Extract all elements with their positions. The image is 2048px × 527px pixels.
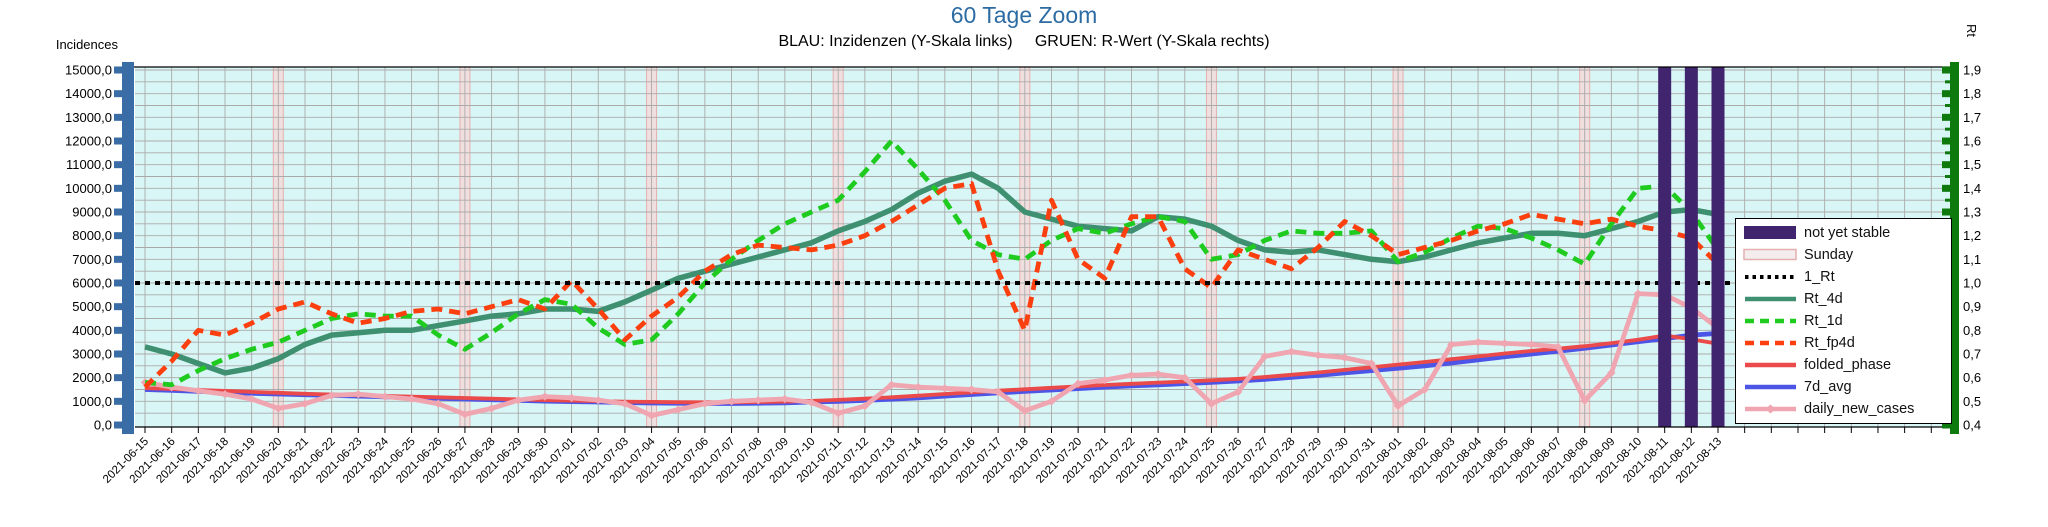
legend-sample-dashed-icon: [1745, 340, 1796, 346]
page-title: 60 Tage Zoom: [950, 2, 1098, 28]
series-Rt_1d: [144, 138, 1720, 388]
y-left-tick-label: 0,0: [94, 418, 112, 433]
y-axis-left: 15000,0 14000,0 13000,0 12000,0 11000,0 10000…: [65, 62, 134, 434]
y-right-tick-label: 1,2: [1963, 228, 1981, 243]
y-right-tick-label: 0,7: [1963, 347, 1981, 362]
legend-item-folded_phase: folded_phase: [1742, 355, 1951, 375]
legend-label: folded_phase: [1804, 357, 1892, 373]
y-right-tick-label: 1,3: [1963, 205, 1981, 220]
legend: not yet stable Sunday 1_Rt Rt_4d Rt_1d Rt_fp4…: [1735, 218, 1952, 424]
legend-label: Rt_fp4d: [1804, 335, 1855, 351]
y-right-tick-label: 1,9: [1963, 63, 1981, 78]
y-left-tick-label: 8000,0: [72, 228, 112, 243]
y-right-tick-label: 0,9: [1963, 299, 1981, 314]
y-right-tick-label: 0,4: [1963, 418, 1981, 433]
legend-sample-band-icon: [1743, 248, 1797, 261]
y-axis-right-title: Rt: [1964, 24, 1979, 37]
legend-sample-dotted-icon: [1745, 275, 1796, 279]
y-left-tick-label: 14000,0: [65, 86, 112, 101]
y-right-tick-label: 1,6: [1963, 134, 1981, 149]
legend-item-rt_1d: Rt_1d: [1742, 311, 1951, 331]
y-left-tick-label: 4000,0: [72, 323, 112, 338]
legend-sample-solid-icon: [1745, 362, 1796, 368]
legend-item-sunday: Sunday: [1742, 245, 1951, 265]
legend-sample-solid-icon: [1745, 296, 1796, 302]
y-left-tick-label: 15000,0: [65, 63, 112, 78]
not-yet-stable-bar: [1684, 67, 1698, 427]
y-right-tick-label: 1,8: [1963, 86, 1981, 101]
y-left-tick-label: 7000,0: [72, 252, 112, 267]
legend-label: daily_new_cases: [1804, 401, 1915, 417]
y-right-tick-label: 1,4: [1963, 181, 1981, 196]
legend-label: 1_Rt: [1804, 269, 1835, 285]
chart-subtitle: BLAU: Inzidenzen (Y-Skala links) GRUEN: …: [778, 33, 1270, 50]
x-axis: 2021-06-152021-06-162021-06-172021-06-18…: [101, 427, 1932, 486]
y-left-tick-label: 9000,0: [72, 205, 112, 220]
not-yet-stable-bars: [1658, 67, 1725, 427]
y-left-tick-label: 6000,0: [72, 276, 112, 291]
legend-sample-block-icon: [1744, 226, 1796, 239]
y-right-tick-label: 1,7: [1963, 110, 1981, 125]
y-axis-left-title: Incidences: [55, 37, 118, 52]
series-Rt_fp4d: [143, 181, 1720, 389]
y-left-tick-label: 3000,0: [72, 347, 112, 362]
legend-label: Rt_1d: [1804, 313, 1843, 329]
y-left-tick-label: 1000,0: [72, 394, 112, 409]
y-right-tick-label: 1,0: [1963, 276, 1981, 291]
not-yet-stable-bar: [1711, 67, 1725, 427]
y-left-tick-label: 5000,0: [72, 299, 112, 314]
y-right-tick-label: 0,8: [1963, 323, 1981, 338]
legend-item-1_rt: 1_Rt: [1742, 267, 1951, 287]
not-yet-stable-bar: [1658, 67, 1672, 427]
legend-label: not yet stable: [1804, 225, 1891, 241]
y-right-tick-label: 0,6: [1963, 370, 1981, 385]
y-left-tick-label: 2000,0: [72, 370, 112, 385]
legend-label: Sunday: [1804, 247, 1854, 263]
legend-sample-dashed-icon: [1745, 318, 1796, 324]
y-left-tick-label: 10000,0: [65, 181, 112, 196]
y-left-tick-label: 11000,0: [66, 157, 112, 172]
y-right-tick-label: 1,1: [1963, 252, 1981, 267]
legend-item-7d_avg: 7d_avg: [1742, 377, 1951, 397]
y-left-tick-label: 12000,0: [65, 134, 112, 149]
y-right-tick-label: 0,5: [1963, 394, 1981, 409]
legend-label: Rt_4d: [1804, 291, 1843, 307]
legend-item-rt_fp4d: Rt_fp4d: [1742, 333, 1951, 353]
y-left-tick-label: 13000,0: [65, 110, 112, 125]
legend-label: 7d_avg: [1804, 379, 1852, 395]
legend-sample-marker-icon: [1745, 404, 1796, 414]
series-daily_new_cases: [144, 291, 1720, 418]
legend-item-daily_new_cases: daily_new_cases: [1742, 399, 1951, 419]
legend-item-not-yet-stable: not yet stable: [1742, 223, 1951, 243]
legend-item-rt_4d: Rt_4d: [1742, 289, 1951, 309]
legend-sample-solid-icon: [1745, 384, 1796, 390]
y-right-tick-label: 1,5: [1963, 157, 1981, 172]
